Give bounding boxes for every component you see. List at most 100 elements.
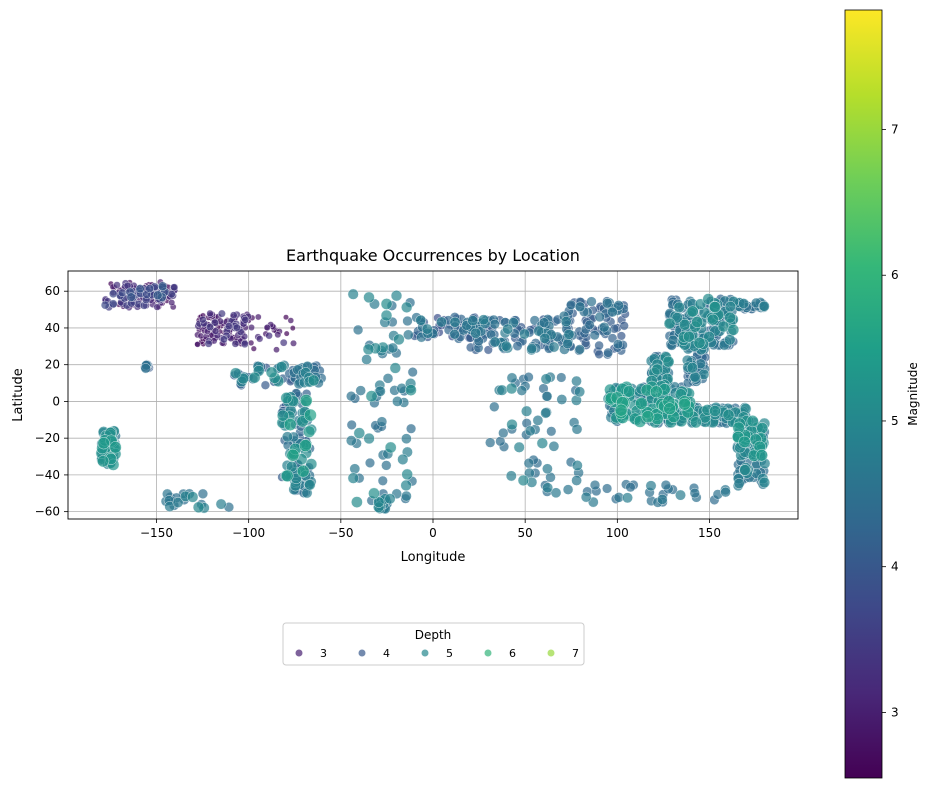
scatter-point bbox=[613, 300, 624, 311]
scatter-point bbox=[470, 327, 482, 339]
scatter-point bbox=[135, 284, 145, 294]
legend-label: 7 bbox=[572, 647, 579, 660]
y-axis-ticks: −60 −40 −20 0 20 40 60 bbox=[35, 284, 68, 519]
scatter-point bbox=[717, 320, 730, 333]
scatter-point bbox=[513, 441, 525, 453]
scatter-point bbox=[641, 410, 655, 424]
scatter-point bbox=[273, 346, 280, 354]
scatter-point bbox=[248, 324, 255, 331]
x-tick-label: 0 bbox=[429, 526, 437, 540]
scatter-point bbox=[97, 455, 110, 468]
scatter-point bbox=[296, 464, 310, 478]
chart-title: Earthquake Occurrences by Location bbox=[286, 246, 580, 265]
scatter-point bbox=[345, 435, 357, 446]
scatter-point bbox=[536, 437, 548, 449]
scatter-point bbox=[126, 292, 136, 302]
scatter-point bbox=[556, 372, 567, 383]
y-axis-label: Latitude bbox=[11, 368, 26, 422]
scatter-point bbox=[540, 373, 552, 385]
scatter-point bbox=[397, 453, 409, 465]
scatter-point bbox=[502, 323, 514, 335]
legend-marker bbox=[358, 649, 366, 657]
scatter-point bbox=[489, 319, 500, 330]
scatter-point bbox=[506, 372, 518, 384]
scatter-point bbox=[724, 334, 736, 346]
scatter-point bbox=[265, 366, 278, 379]
scatter-point bbox=[287, 317, 295, 324]
scatter-point bbox=[467, 315, 479, 327]
x-tick-label: −100 bbox=[232, 526, 265, 540]
scatter-point bbox=[365, 390, 378, 403]
scatter-point bbox=[649, 385, 663, 399]
scatter-point bbox=[299, 394, 313, 407]
scatter-point bbox=[548, 341, 560, 353]
legend-label: 5 bbox=[446, 647, 453, 660]
scatter-point bbox=[363, 432, 375, 445]
scatter-point bbox=[304, 479, 316, 491]
scatter-point bbox=[250, 345, 257, 352]
scatter-point bbox=[662, 355, 675, 368]
scatter-point bbox=[361, 354, 372, 365]
scatter-point bbox=[187, 491, 199, 503]
scatter-point bbox=[349, 463, 361, 475]
scatter-point bbox=[548, 440, 560, 452]
scatter-point bbox=[384, 441, 397, 454]
scatter-point bbox=[602, 483, 613, 494]
scatter-point bbox=[109, 441, 122, 454]
scatter-point bbox=[390, 290, 403, 302]
scatter-point bbox=[232, 323, 241, 332]
scatter-point bbox=[506, 418, 518, 431]
scatter-point bbox=[275, 361, 288, 373]
scatter-point bbox=[304, 408, 317, 422]
scatter-point bbox=[229, 367, 242, 379]
scatter-point bbox=[206, 309, 214, 318]
scatter-point bbox=[197, 488, 209, 499]
scatter-point bbox=[254, 313, 262, 321]
scatter-point bbox=[755, 449, 768, 462]
depth-legend: Depth 3 4 5 6 7 bbox=[282, 622, 585, 666]
scatter-point bbox=[172, 497, 184, 508]
scatter-point bbox=[689, 487, 700, 499]
scatter-point bbox=[722, 409, 735, 422]
scatter-point bbox=[635, 397, 648, 410]
scatter-point bbox=[678, 397, 691, 411]
scatter-point bbox=[667, 334, 679, 346]
scatter-point bbox=[686, 305, 699, 318]
scatter-point bbox=[204, 339, 213, 348]
scatter-point bbox=[206, 323, 214, 331]
scatter-point bbox=[351, 496, 363, 508]
scatter-point bbox=[405, 384, 417, 396]
y-tick-label: −40 bbox=[35, 468, 60, 482]
scatter-point bbox=[619, 321, 629, 331]
scatter-point bbox=[392, 396, 403, 407]
scatter-point bbox=[532, 415, 544, 426]
scatter-point bbox=[152, 290, 163, 300]
scatter-point bbox=[347, 288, 359, 300]
scatter-point bbox=[478, 314, 490, 326]
scatter-point bbox=[739, 464, 751, 476]
scatter-point bbox=[526, 343, 538, 354]
scatter-point bbox=[505, 382, 518, 395]
scatter-point bbox=[594, 340, 604, 351]
scatter-point bbox=[299, 439, 312, 452]
legend-label: 6 bbox=[509, 647, 516, 660]
scatter-point bbox=[693, 336, 706, 349]
scatter-point bbox=[436, 316, 447, 328]
scatter-point bbox=[403, 329, 414, 341]
scatter-point bbox=[489, 401, 500, 412]
scatter-point bbox=[505, 470, 517, 482]
scatter-point bbox=[738, 435, 751, 449]
scatter-point bbox=[347, 472, 359, 484]
scatter-point bbox=[746, 415, 759, 428]
scatter-point bbox=[673, 301, 685, 313]
colorbar-label: Magnitude bbox=[906, 362, 920, 426]
scatter-point bbox=[574, 344, 585, 355]
scatter-point bbox=[586, 296, 597, 307]
scatter-point bbox=[584, 319, 595, 330]
y-tick-label: −20 bbox=[35, 431, 60, 445]
y-tick-label: 60 bbox=[45, 284, 60, 298]
colorbar-ticks: 3 4 5 6 7 bbox=[882, 122, 899, 719]
scatter-point bbox=[645, 480, 657, 492]
scatter-point bbox=[382, 373, 394, 384]
scatter-point bbox=[607, 306, 618, 318]
